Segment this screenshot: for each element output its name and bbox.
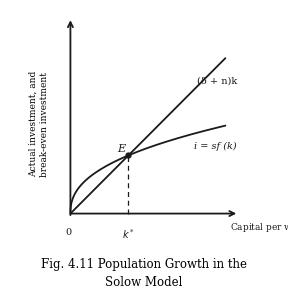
Text: Capital per worker, $k$: Capital per worker, $k$ xyxy=(230,221,288,234)
Text: (δ + n)k: (δ + n)k xyxy=(197,76,238,85)
Text: i = sf (k): i = sf (k) xyxy=(194,142,237,151)
Y-axis label: Actual investment, and
break-even investment: Actual investment, and break-even invest… xyxy=(28,71,49,177)
Text: 0: 0 xyxy=(65,227,71,237)
Text: Fig. 4.11 Population Growth in the
Solow Model: Fig. 4.11 Population Growth in the Solow… xyxy=(41,258,247,289)
Text: E: E xyxy=(118,144,126,154)
Text: $k^*$: $k^*$ xyxy=(122,227,135,241)
